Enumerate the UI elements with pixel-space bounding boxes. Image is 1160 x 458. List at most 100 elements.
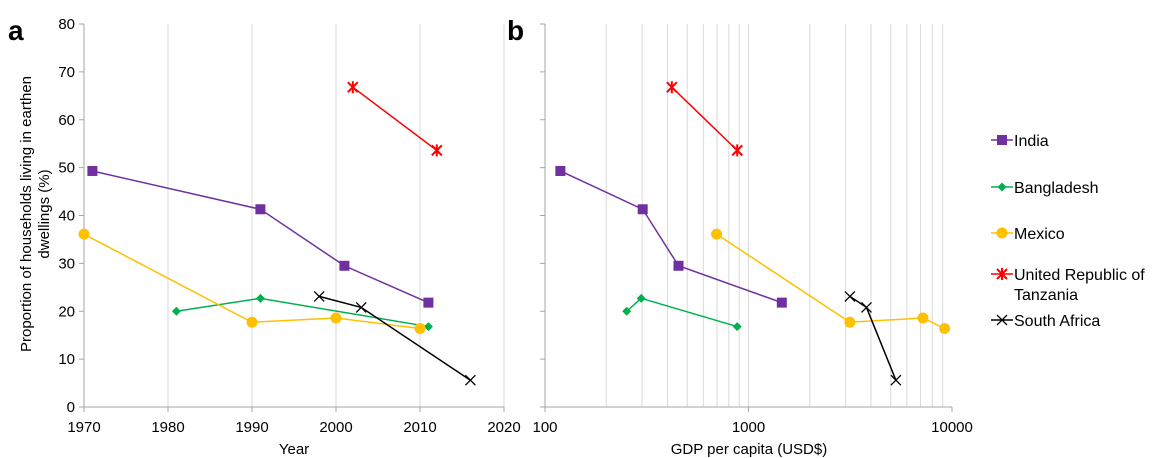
legend-item-india: India [991,133,1049,150]
panel-a-mexico-point [78,228,90,240]
panel-a-south-africa-point [464,374,476,386]
legend-bangladesh-marker [997,182,1007,192]
panel-a-mexico-point [246,316,258,328]
panel-b-south-africa-line [849,295,897,381]
legend-united-republic-of-tanzania-label: United Republic of [1014,267,1145,284]
panel-a-x-tick-label: 1970 [67,419,100,436]
panel-a-bangladesh-point [255,293,265,303]
panel-a-x-tick-label: 1990 [235,419,268,436]
panel-a-south-africa-point [355,301,367,313]
panel-a-tick-labels: 0 10 20 30 40 50 60 70 80 1970 1980 1990 2000 2010 202… [58,16,520,436]
panel-a-series [78,81,476,386]
panel-a-y-tick-label: 0 [67,399,75,416]
panel-b-bangladesh-point [732,322,742,332]
panel-b-mexico-point [844,316,856,328]
panel-a-united-republic-of-tanzania-line [352,86,438,151]
panel-a-series-mexico [78,228,426,334]
panel-b-series [555,81,951,386]
panel-a-x-tick-label: 2000 [319,419,352,436]
legend-united-republic-of-tanzania-marker [996,268,1008,280]
panel-a-india-point [339,260,350,271]
panel-b-india-point [673,260,684,271]
panel-a-y-tick-label: 20 [58,303,75,320]
panel-b-series-south-africa [844,290,902,386]
panel-b-x-tick-label: 100 [532,419,557,436]
panel-b-letter: b [507,15,524,46]
panel-b-series-united-republic-of-tanzania [666,81,743,157]
panel-b-series-mexico [711,228,951,334]
legend-south-africa-label: South Africa [1014,313,1100,330]
legend-south-africa-marker [996,314,1008,326]
panel-a-x-axis-label: Year [279,441,309,458]
panel-b-bangladesh-point [622,306,632,316]
panel-a-series-india [87,165,434,308]
panel-b-india-point [637,204,648,215]
panel-b-south-africa-point [844,290,856,302]
legend-item-mexico: Mexico [991,226,1065,243]
panel-a-mexico-point [414,322,426,334]
panel-a-y-tick-label: 30 [58,255,75,272]
legend-mexico-label: Mexico [1014,226,1065,243]
panel-a-south-africa-line [319,295,471,381]
panel-b-india-line [560,170,783,304]
legend-item-united-republic-of-tanzania: United Republic of Tanzania [991,267,1145,304]
panel-a-x-tick-label: 2020 [487,419,520,436]
panel-b-bangladesh-point [636,293,646,303]
panel-b-gdp-chart: b 100 1000 10000 GDP per capita (USD$) [507,15,973,458]
panel-b-gridlines [605,24,944,407]
panel-a-y-tick-label: 80 [58,16,75,33]
panel-a-bangladesh-point [171,306,181,316]
legend-item-bangladesh: Bangladesh [991,180,1099,197]
legend-india-marker [997,135,1007,145]
panel-b-tick-labels: 100 1000 10000 [532,419,972,436]
panel-a-x-tick-label: 2010 [403,419,436,436]
panel-b-bangladesh-line [626,297,738,328]
panel-a-bangladesh-point [423,322,433,332]
panel-a-mexico-line [83,233,421,330]
panel-b-mexico-point [711,228,723,240]
panel-a-y-axis-label-line2: dwellings (%) [36,169,53,258]
panel-b-x-tick-label: 10000 [931,419,973,436]
panel-b-south-africa-point [861,301,872,313]
panel-a-y-tick-label: 10 [58,351,75,368]
panel-a-axes [79,23,505,412]
panel-b-mexico-line [716,233,945,330]
panel-a-y-tick-label: 50 [58,160,75,177]
panel-a-india-point [255,204,266,215]
panel-a-united-republic-of-tanzania-point [431,144,443,157]
panel-a-y-tick-label: 40 [58,208,75,225]
panel-a-y-axis-label-line1: Proportion of households living in earth… [18,76,35,352]
panel-b-mexico-point [917,312,929,324]
panel-b-united-republic-of-tanzania-line [671,86,738,151]
legend-item-south-africa: South Africa [991,313,1100,330]
legend-mexico-marker [996,227,1008,239]
panel-a-india-point [423,297,434,308]
panel-a-india-point [87,165,98,176]
panel-a-series-united-republic-of-tanzania [347,81,443,157]
panel-b-united-republic-of-tanzania-point [731,144,743,157]
panel-b-axes [540,23,953,412]
panel-a-india-line [92,170,429,304]
panel-a-mexico-point [330,312,342,324]
legend-india-label: India [1014,133,1049,150]
legend-united-republic-of-tanzania-label: Tanzania [1014,287,1078,304]
legend-bangladesh-label: Bangladesh [1014,180,1099,197]
panel-b-india-point [776,297,787,308]
panel-b-series-bangladesh [622,293,742,332]
panel-b-mexico-point [939,322,951,334]
panel-b-series-india [555,165,787,308]
panel-a-series-south-africa [313,290,476,386]
panel-a-south-africa-point [313,290,325,302]
panel-a-year-chart: a 0 10 20 30 40 50 60 70 80 1970 1980 1990 2000 2010 2… [8,15,521,458]
panel-b-united-republic-of-tanzania-point [666,81,678,94]
panel-a-letter: a [8,15,24,46]
panel-b-india-point [555,165,566,176]
panel-a-united-republic-of-tanzania-point [347,81,359,94]
panel-b-x-axis-label: GDP per capita (USD$) [671,441,827,458]
panel-b-x-tick-label: 1000 [732,419,765,436]
panel-a-y-tick-label: 60 [58,112,75,129]
legend: India Bangladesh Mexico United Republic of T… [991,133,1145,330]
panel-a-series-bangladesh [171,293,433,332]
panel-a-y-tick-label: 70 [58,64,75,81]
